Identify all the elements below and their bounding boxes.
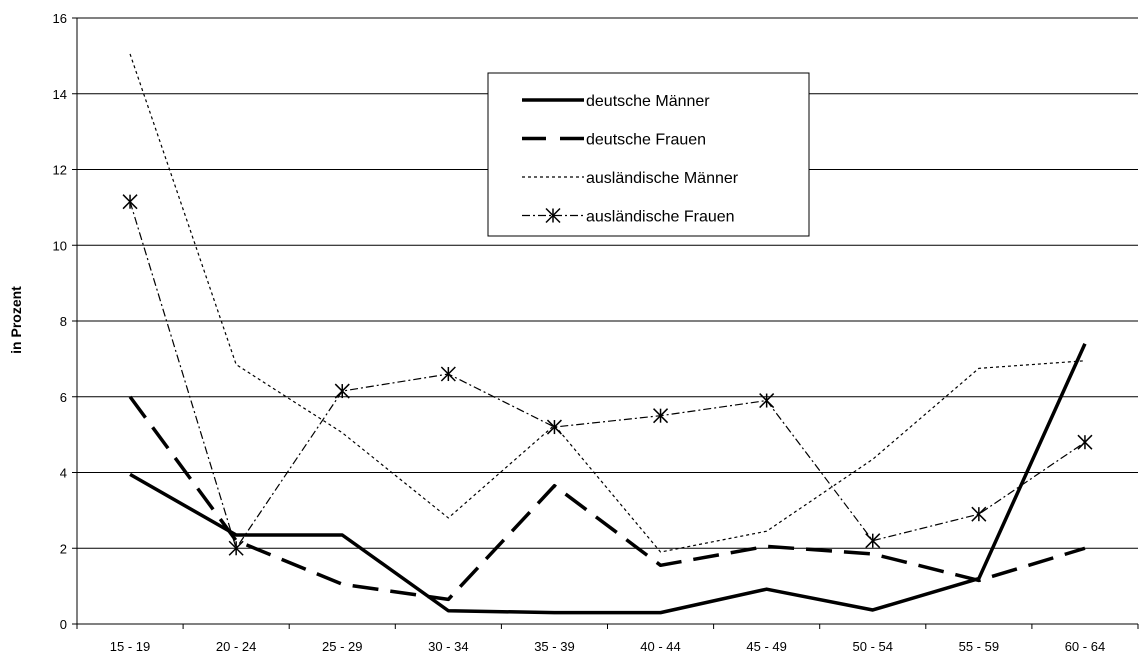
x-tick-label: 15 - 19	[110, 639, 150, 654]
data-point-marker	[1077, 434, 1093, 450]
data-point-marker	[546, 419, 562, 435]
data-point-marker	[971, 506, 987, 522]
x-tick-label: 45 - 49	[746, 639, 786, 654]
series-line-auslaendische-frauen	[129, 201, 1086, 549]
data-point-marker	[653, 408, 669, 424]
y-tick-label: 8	[60, 314, 67, 329]
legend-label: deutsche Männer	[586, 93, 710, 110]
data-point-marker	[440, 366, 456, 382]
x-tick-label: 20 - 24	[216, 639, 256, 654]
series-line-auslaendische-maenner	[129, 53, 1085, 553]
series-line-deutsche-maenner	[129, 343, 1087, 615]
y-tick-label: 16	[53, 11, 67, 26]
x-tick-label: 40 - 44	[640, 639, 680, 654]
y-tick-label: 4	[60, 466, 67, 481]
x-tick-label: 60 - 64	[1065, 639, 1105, 654]
legend-label: ausländische Männer	[586, 170, 739, 187]
y-axis-label: in Prozent	[8, 286, 24, 354]
data-point-marker	[759, 393, 775, 409]
legend-label: deutsche Frauen	[586, 132, 706, 149]
x-tick-label: 30 - 34	[428, 639, 468, 654]
data-point-marker	[865, 533, 881, 549]
series-line-deutsche-frauen	[128, 395, 1086, 602]
data-point-marker	[228, 540, 244, 556]
y-tick-label: 6	[60, 390, 67, 405]
y-tick-label: 2	[60, 541, 67, 556]
x-axis-ticks: 15 - 19 20 - 24 25 - 29 30 - 34 35 - 39 40 - …	[76, 624, 1139, 654]
axes	[76, 18, 1138, 625]
legend-label: ausländische Frauen	[586, 209, 735, 226]
y-axis-ticks: 0 2 4 6 8 10 12 14 16	[53, 11, 77, 632]
y-tick-label: 12	[53, 163, 67, 178]
legend: deutsche Männer deutsche Frauen ausländisc…	[487, 72, 810, 237]
x-tick-label: 35 - 39	[534, 639, 574, 654]
y-tick-label: 14	[53, 87, 67, 102]
data-point-marker	[122, 194, 138, 210]
legend-marker	[545, 207, 561, 224]
y-tick-label: 0	[60, 617, 67, 632]
y-tick-label: 10	[53, 238, 67, 253]
series-lines	[122, 53, 1093, 615]
x-tick-label: 25 - 29	[322, 639, 362, 654]
x-tick-label: 50 - 54	[853, 639, 893, 654]
data-point-marker	[334, 383, 350, 399]
x-tick-label: 55 - 59	[959, 639, 999, 654]
